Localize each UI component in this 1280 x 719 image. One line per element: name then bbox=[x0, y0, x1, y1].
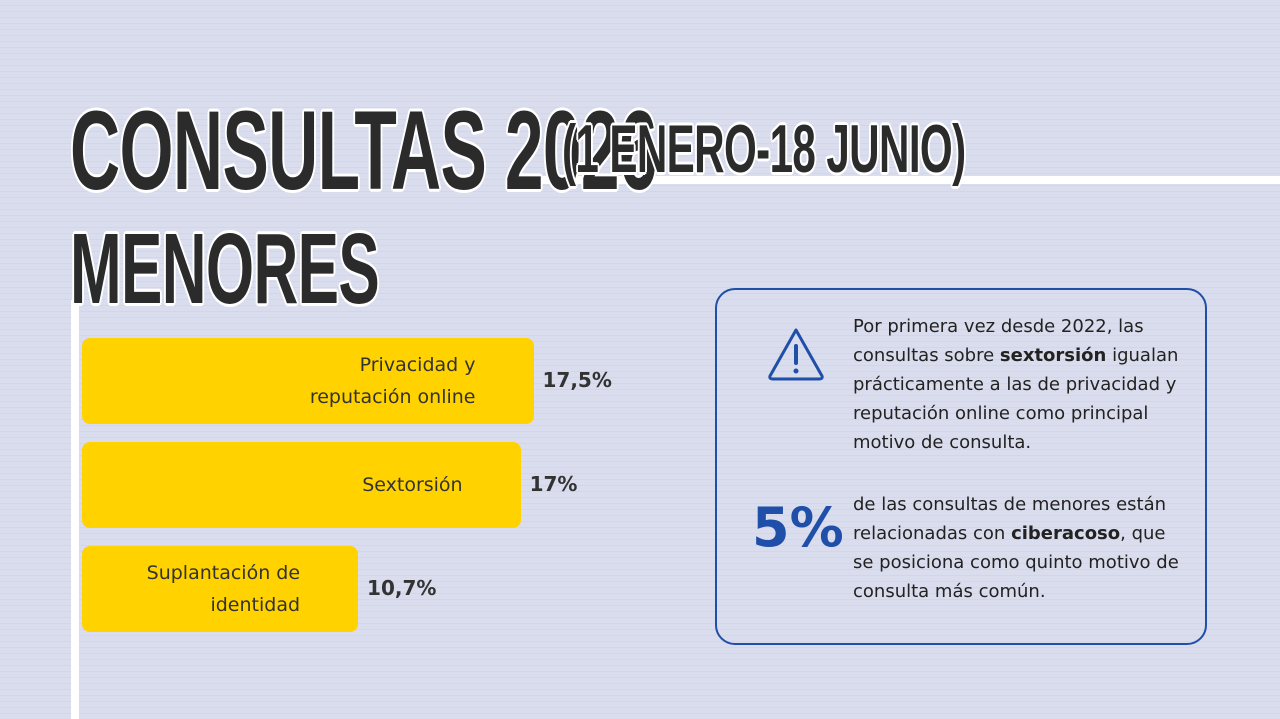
highlight: sextorsión bbox=[999, 345, 1107, 366]
bar: Sextorsión bbox=[82, 442, 521, 528]
title: CONSULTAS 2026 bbox=[70, 88, 657, 213]
text: Por primera vez desde 2022, las consulta… bbox=[853, 316, 1144, 366]
text: , que se posiciona como quinto motivo de… bbox=[853, 523, 1179, 602]
category-label: Suplantación de identidad bbox=[146, 562, 301, 616]
value-label: 17,5% bbox=[542, 368, 612, 392]
section-title: MENORES bbox=[70, 213, 380, 325]
white-rule bbox=[540, 176, 1280, 184]
subtitle: (1 ENERO-18 JUNIO) bbox=[562, 111, 966, 187]
warning-icon bbox=[768, 328, 824, 381]
info-text: de las consultas de menores están relaci… bbox=[853, 490, 1183, 606]
stat: 5% bbox=[752, 496, 844, 559]
white-rule bbox=[71, 300, 79, 719]
value-label: 10,7% bbox=[367, 576, 437, 600]
text: igualan prácticamente a las de privacida… bbox=[853, 345, 1179, 453]
value-label: 17% bbox=[529, 472, 578, 496]
bar: Suplantación de identidad bbox=[82, 546, 359, 632]
text: de las consultas de menores están relaci… bbox=[853, 494, 1167, 544]
category-label: Privacidad y reputación online bbox=[309, 354, 476, 408]
bar: Privacidad y reputación online bbox=[82, 338, 534, 424]
highlight: ciberacoso bbox=[1011, 523, 1121, 544]
info-text: Por primera vez desde 2022, las consulta… bbox=[853, 312, 1183, 457]
category-label: Sextorsión bbox=[362, 474, 463, 496]
info-box bbox=[715, 288, 1207, 645]
